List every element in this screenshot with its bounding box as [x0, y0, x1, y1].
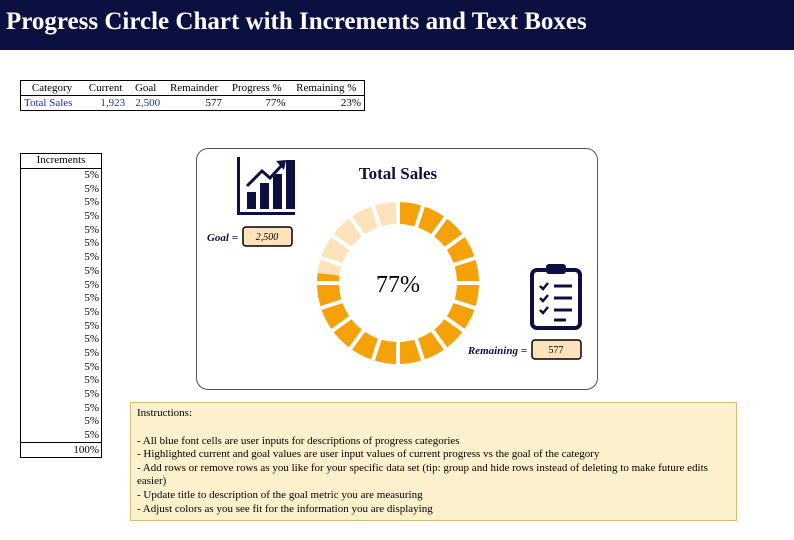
header-row: Category Current Goal Remainder Progress % Re…: [20, 80, 365, 96]
chart-title: Total Sales: [359, 164, 438, 183]
cell: 577: [205, 97, 222, 109]
cell: 5%: [84, 429, 99, 442]
cell: 5%: [84, 182, 99, 195]
instruction-line: - Adjust colors as you see fit for the i…: [137, 502, 433, 515]
remaining-value: 577: [549, 345, 564, 356]
cell: 5%: [84, 251, 99, 264]
cell: 5%: [84, 319, 99, 332]
goal-value: 2,500: [256, 232, 279, 243]
increment-divider: [329, 314, 354, 334]
column-header: Current: [83, 80, 129, 96]
chart-box: [196, 148, 598, 390]
increment-divider: [413, 336, 426, 363]
cell: 5%: [84, 374, 99, 387]
cell: 100%: [20, 442, 102, 458]
cell: 5%: [84, 169, 99, 182]
data-row: 5%: [21, 278, 102, 292]
cell: 5%: [84, 388, 99, 401]
cell: 5%: [84, 401, 99, 414]
cell: 5%: [84, 210, 99, 223]
remaining-label: Remaining =: [467, 345, 527, 357]
instruction-line: - Update title to description of the goa…: [137, 488, 423, 501]
data-row: 5%: [21, 196, 102, 210]
goal-label: Goal =: [207, 232, 238, 244]
cell: 5%: [84, 223, 99, 236]
column-header: Remaining %: [288, 80, 365, 96]
remaining-box: [531, 339, 582, 360]
increment-divider: [451, 298, 478, 311]
column-header: Category: [20, 80, 84, 96]
bar-chart-icon: [237, 157, 295, 215]
data-row: 5%: [21, 168, 102, 182]
instruction-line: - Add rows or remove rows as you like fo…: [137, 461, 708, 488]
data-row: 5%: [21, 401, 102, 415]
total-row: 100%: [20, 442, 102, 458]
summary-table: Category Current Goal Remainder Progress % Re…: [20, 80, 365, 111]
cell: 77%: [265, 97, 286, 109]
cell: 23%: [340, 97, 361, 109]
increment-divider: [429, 327, 449, 352]
cell: 5%: [84, 237, 99, 250]
page-title: Progress Circle Chart with Increments an…: [6, 8, 587, 35]
instructions: Instructions: - All blue font cells are u…: [130, 402, 737, 521]
column-header: Goal: [128, 80, 164, 96]
cell: 5%: [84, 264, 99, 277]
increment-divider: [429, 214, 449, 239]
increment-divider: [370, 336, 383, 363]
clipboard-icon: [530, 264, 582, 330]
cell: Total Sales: [24, 97, 73, 109]
increment-divider: [318, 298, 345, 311]
increment-divider: [347, 214, 367, 239]
increment-divider: [442, 314, 467, 334]
data-row: 5%: [21, 237, 102, 251]
increment-divider: [370, 203, 383, 230]
cell: 5%: [84, 360, 99, 373]
data-row: 5%: [21, 306, 102, 320]
increment-divider: [451, 255, 478, 268]
data-row: 5%: [21, 319, 102, 333]
column-header: Progress %: [224, 80, 289, 96]
data-row: 5%: [21, 374, 102, 388]
data-row: 5%: [21, 251, 102, 265]
cell: 5%: [84, 415, 99, 428]
instruction-line: - All blue font cells are user inputs fo…: [137, 434, 460, 447]
data-row: 5%: [21, 360, 102, 374]
center-label: 77%: [376, 272, 420, 298]
cell: 5%: [84, 333, 99, 346]
increments-table: Increments 5% 5% 5% 5% 5% 5% 5% 5% 5% 5% 5% 5% 5% 5% 5%…: [20, 153, 102, 459]
cell: 5%: [84, 305, 99, 318]
increment-divider: [347, 327, 367, 352]
increment-divider: [318, 255, 345, 268]
increment-divider: [442, 232, 467, 252]
cell: 5%: [84, 346, 99, 359]
data-row: 5%: [21, 333, 102, 347]
data-row: 5%: [21, 182, 102, 196]
cell: 5%: [84, 196, 99, 209]
instruction-line: - Highlighted current and goal values ar…: [137, 448, 600, 461]
data-row: 5%: [21, 223, 102, 237]
data-row: 5%: [21, 292, 102, 306]
cell: 2,500: [135, 97, 161, 109]
increment-divider: [329, 232, 354, 252]
data-row: 5%: [21, 388, 102, 402]
cell: 5%: [84, 278, 99, 291]
header-row: Increments: [20, 153, 102, 169]
cell: 1,923: [100, 97, 126, 109]
data-row: 5%: [21, 429, 102, 443]
title-bar: Progress Circle Chart with Increments an…: [0, 0, 794, 50]
data-row: 5%: [21, 265, 102, 279]
data-row: Total Sales 1,923 2,500 577 77% 23%: [21, 96, 365, 111]
column-header: Remainder: [163, 80, 225, 96]
instructions-heading: Instructions:: [137, 407, 192, 419]
cell: 5%: [84, 292, 99, 305]
data-row: 5%: [21, 415, 102, 429]
increment-divider: [413, 203, 426, 230]
data-row: 5%: [21, 210, 102, 224]
data-row: 5%: [21, 347, 102, 361]
column-header: Increments: [20, 153, 102, 169]
goal-box: [242, 226, 293, 247]
donut-segment: [317, 202, 398, 276]
